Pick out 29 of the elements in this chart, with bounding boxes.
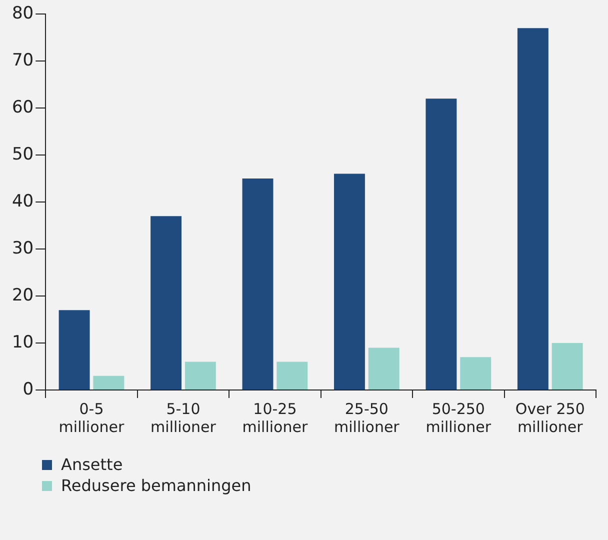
x-tick-label: 25-50 millioner (334, 400, 400, 436)
x-tick-label: Over 250 millioner (515, 400, 585, 436)
legend-label: Redusere bemanningen (61, 476, 252, 495)
y-tick-label: 30 (12, 238, 34, 258)
x-tick-label: 5-10 millioner (150, 400, 217, 436)
y-tick-label: 60 (12, 97, 34, 118)
bar (552, 343, 583, 390)
y-tick-label: 80 (12, 3, 34, 24)
bar (517, 28, 548, 390)
bar (276, 362, 308, 390)
y-tick-label: 0 (22, 379, 34, 400)
bar (58, 310, 90, 390)
bar (426, 98, 457, 390)
bar (93, 376, 124, 390)
bar (242, 178, 274, 390)
x-tick-label: 50-250 millioner (426, 400, 492, 436)
x-tick-label: 0-5 millioner (58, 400, 126, 436)
bar (368, 348, 400, 390)
y-tick-label: 20 (12, 285, 34, 306)
y-tick-label: 40 (12, 191, 34, 212)
bar (150, 216, 182, 390)
bar (460, 357, 492, 390)
y-tick-label: 50 (12, 144, 34, 164)
bar (184, 362, 216, 390)
y-tick-label: 70 (12, 50, 34, 70)
bar (334, 174, 365, 390)
legend-label: Ansette (61, 455, 123, 474)
x-tick-label: 10-25 millioner (242, 400, 308, 436)
y-tick-label: 10 (12, 332, 34, 352)
